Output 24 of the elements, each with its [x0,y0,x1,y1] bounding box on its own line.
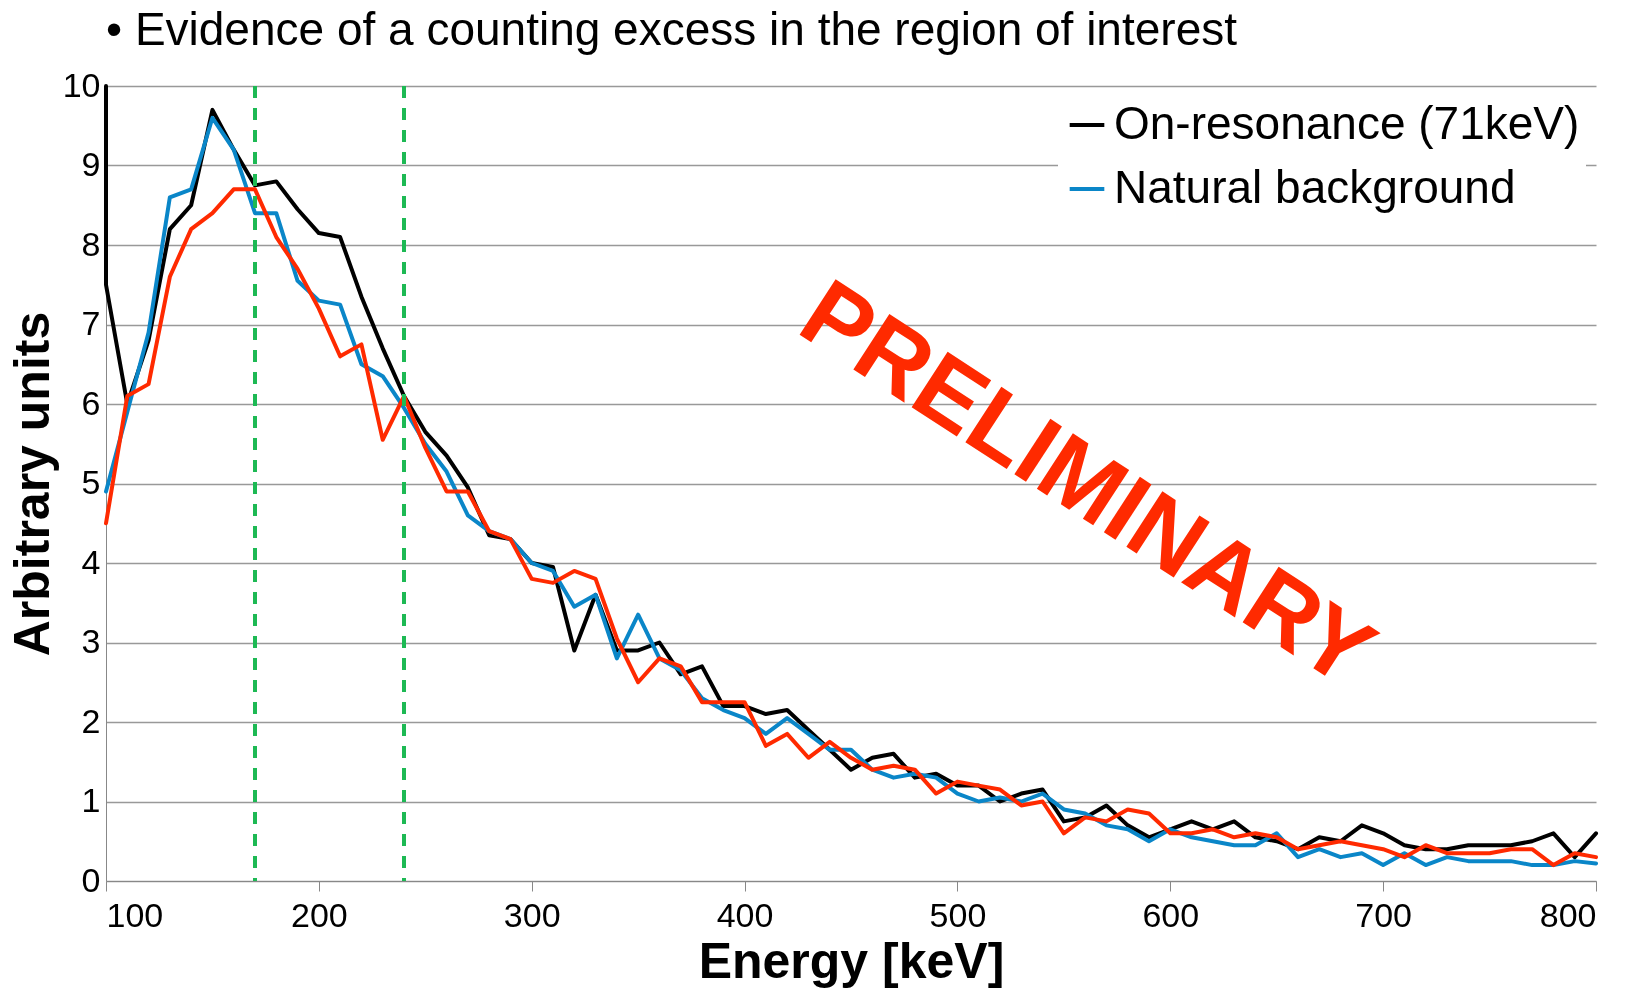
y-tick-label: 0 [81,860,101,899]
y-tick-label: 1 [81,781,101,819]
x-tick-label: 800 [1539,895,1597,934]
x-tick-label: 100 [106,895,164,934]
legend-label: On-resonance (71keV) [1114,97,1580,149]
y-tick-label: 2 [81,701,101,740]
x-tick-label: 200 [290,895,348,934]
y-tick-label: 5 [81,463,101,501]
x-tick-label: 600 [1142,895,1200,934]
x-axis-title: Energy [keV] [698,932,1005,989]
y-tick-label: 7 [81,304,101,342]
y-tick-label: 6 [81,383,101,422]
x-tick-label: 700 [1355,895,1413,934]
x-tick-label: 400 [716,895,774,934]
y-axis-title: Arbitrary units [3,311,60,657]
legend-label: Natural background [1114,161,1516,213]
y-tick-label: 9 [81,145,101,183]
y-tick-label: 8 [81,224,101,263]
x-tick-label: 300 [503,895,561,934]
y-tick-label: 10 [62,65,101,104]
y-tick-label: 3 [81,622,101,660]
y-tick-label: 4 [81,542,101,581]
x-tick-label: 500 [929,895,987,934]
chart-title: • Evidence of a counting excess in the region of interest [106,3,1238,55]
